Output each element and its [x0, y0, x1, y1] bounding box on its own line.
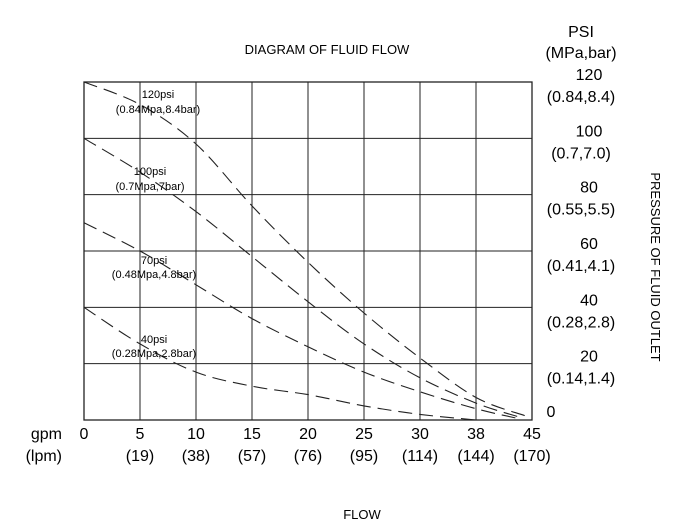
y-unit-label: PSI [568, 24, 594, 41]
x-unit-alt-label: (lpm) [26, 448, 62, 465]
x-tick-label: 0 [80, 426, 89, 443]
series-label-40psi: 40psi [141, 334, 167, 346]
x-tick-alt-label: (144) [457, 448, 494, 465]
plot-frame [83, 81, 533, 421]
y-tick-label: 20 [580, 349, 598, 366]
y-tick-alt-label: (0.84,8.4) [547, 89, 615, 106]
series-line-70psi [83, 222, 519, 420]
x-axis-ticks: 0 5 (19) 10 (38) 15 (57) 20 (76) 25 (95) 30 (114) 38 (… [80, 426, 551, 465]
x-tick-alt-label: (170) [513, 448, 550, 465]
x-tick-label: 25 [355, 426, 373, 443]
x-tick-label: 30 [411, 426, 429, 443]
x-tick-label: 10 [187, 426, 205, 443]
x-axis-title: FLOW [343, 507, 381, 522]
y-tick-label: 40 [580, 292, 598, 309]
y-tick-label: 60 [580, 236, 598, 253]
x-unit-label: gpm [31, 426, 62, 443]
y-tick-label: 120 [576, 67, 603, 84]
series-label-alt-40psi: (0.28Mpa,2.8bar) [112, 348, 196, 360]
x-tick-alt-label: (57) [238, 448, 266, 465]
y-unit-alt-label: (MPa,bar) [545, 45, 616, 62]
y-tick-alt-label: (0.28,2.8) [547, 314, 615, 331]
y-axis-title: PRESSURE OF FLUID OUTLET [648, 172, 663, 361]
chart-title: DIAGRAM OF FLUID FLOW [245, 42, 410, 57]
series-line-120psi [83, 81, 526, 417]
y-tick-label: 0 [547, 404, 556, 421]
x-tick-label: 5 [136, 426, 145, 443]
series-label-alt-70psi: (0.48Mpa,4.8bar) [112, 269, 196, 281]
y-tick-alt-label: (0.41,4.1) [547, 258, 615, 275]
plot-area: 120psi (0.84Mpa,8.4bar) 100psi (0.7Mpa,7bar… [83, 81, 533, 421]
x-tick-label: 45 [523, 426, 541, 443]
y-tick-alt-label: (0.55,5.5) [547, 202, 615, 219]
series-line-40psi [83, 306, 477, 421]
series-label-120psi: 120psi [142, 89, 174, 101]
x-tick-alt-label: (19) [126, 448, 154, 465]
y-tick-label: 100 [576, 123, 603, 140]
y-tick-alt-label: (0.14,1.4) [547, 371, 615, 388]
series-label-alt-100psi: (0.7Mpa,7bar) [115, 181, 184, 193]
series-line-100psi [83, 137, 520, 418]
series-label-100psi: 100psi [134, 166, 166, 178]
series-label-alt-120psi: (0.84Mpa,8.4bar) [116, 104, 200, 116]
x-tick-alt-label: (76) [294, 448, 322, 465]
series-label-70psi: 70psi [141, 255, 167, 267]
y-tick-label: 80 [580, 180, 598, 197]
x-tick-alt-label: (95) [350, 448, 378, 465]
y-axis-ticks: 120 (0.84,8.4) 100 (0.7,7.0) 80 (0.55,5.5) 60 (… [547, 67, 616, 421]
x-tick-alt-label: (38) [182, 448, 210, 465]
x-tick-label: 20 [299, 426, 317, 443]
x-tick-label: 38 [467, 426, 485, 443]
x-tick-label: 15 [243, 426, 261, 443]
y-tick-alt-label: (0.7,7.0) [551, 145, 611, 162]
x-tick-alt-label: (114) [402, 448, 438, 465]
